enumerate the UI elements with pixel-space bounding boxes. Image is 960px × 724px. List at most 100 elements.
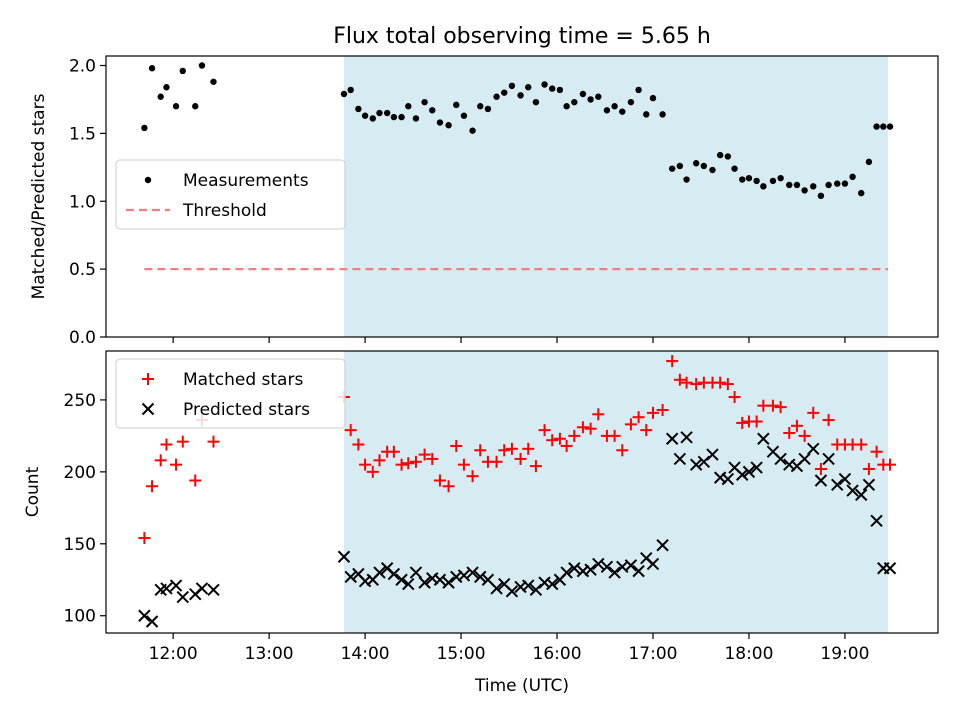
data-point	[387, 567, 401, 581]
data-point	[560, 566, 573, 579]
data-point	[412, 115, 420, 122]
data-point	[436, 119, 444, 126]
plot-frame	[105, 350, 939, 634]
data-point	[522, 442, 535, 455]
data-point	[409, 566, 423, 579]
data-point	[798, 452, 811, 466]
y-tick-label: 0.0	[69, 328, 96, 348]
data-point	[716, 151, 724, 159]
data-point	[739, 176, 746, 183]
data-point	[409, 455, 422, 468]
data-point	[505, 442, 518, 455]
data-point	[709, 166, 716, 174]
legend-label: Matched stars	[183, 370, 303, 390]
x-tick-label: 19:00	[820, 644, 869, 664]
data-point	[398, 113, 405, 121]
shaded-region	[343, 351, 889, 633]
data-point	[347, 86, 354, 94]
data-point	[807, 442, 820, 456]
data-point	[525, 84, 532, 91]
x-tick-label: 18:00	[724, 644, 773, 664]
data-point	[571, 98, 578, 106]
data-point	[498, 444, 511, 457]
data-point	[514, 452, 527, 465]
legend-box	[115, 358, 346, 429]
data-point	[508, 82, 516, 90]
x-tick-label: 15:00	[437, 644, 486, 664]
data-point	[376, 109, 383, 117]
x-tick-label: 16:00	[533, 644, 582, 664]
data-point	[873, 123, 880, 130]
data-point	[769, 177, 777, 185]
x-tick-label: 13:00	[245, 644, 294, 664]
data-point	[643, 111, 650, 118]
y-axis-label: Matched/Predicted stars	[29, 93, 49, 299]
data-point	[352, 438, 365, 451]
data-point	[576, 421, 589, 434]
data-point	[474, 570, 487, 584]
legend-box	[115, 159, 346, 230]
data-point	[731, 165, 738, 172]
data-point	[442, 480, 455, 493]
shaded-region	[343, 56, 889, 337]
data-point	[683, 176, 690, 183]
data-point	[766, 399, 779, 412]
data-point	[529, 583, 543, 597]
x-tick-label: 12:00	[149, 644, 198, 664]
data-point	[501, 89, 508, 96]
data-point	[841, 180, 849, 187]
data-point	[831, 478, 844, 492]
data-point	[883, 562, 897, 575]
data-point	[395, 573, 408, 586]
data-point	[457, 569, 471, 582]
data-point	[870, 514, 883, 527]
data-point	[870, 445, 883, 458]
data-point	[858, 189, 865, 197]
data-point	[466, 566, 479, 579]
data-point	[619, 108, 626, 115]
data-point	[673, 373, 686, 386]
data-point	[680, 431, 693, 444]
data-point	[210, 78, 217, 85]
legend-entry: Measurements	[144, 171, 309, 191]
data-point	[721, 472, 735, 486]
data-point	[666, 355, 679, 368]
legend-entry: Threshold	[126, 201, 267, 221]
data-point	[405, 103, 412, 110]
data-point	[627, 98, 635, 106]
data-point	[148, 65, 156, 72]
legend-label: Threshold	[182, 201, 267, 221]
data-point	[426, 452, 439, 465]
data-point	[697, 455, 711, 468]
data-point	[587, 96, 594, 103]
data-point	[692, 160, 700, 167]
data-point	[774, 452, 787, 466]
data-point	[750, 461, 763, 474]
data-point	[469, 127, 476, 134]
data-point	[207, 435, 220, 448]
data-point	[855, 438, 868, 451]
data-point	[635, 86, 642, 94]
data-point	[801, 187, 808, 194]
data-point	[646, 406, 659, 419]
data-point	[838, 472, 852, 486]
figure-title: Flux total observing time = 5.65 h	[333, 24, 711, 49]
data-point	[369, 115, 376, 122]
data-point	[728, 391, 741, 404]
y-tick-label: 150	[64, 535, 96, 555]
data-point	[179, 67, 186, 75]
data-point	[145, 615, 159, 628]
data-point	[579, 90, 587, 98]
data-point	[157, 93, 164, 100]
data-point	[600, 560, 614, 574]
legend-swatch	[141, 402, 155, 416]
data-point	[517, 92, 524, 99]
data-point	[450, 439, 463, 452]
data-point	[146, 480, 159, 493]
data-point	[490, 582, 503, 595]
data-point	[592, 408, 605, 421]
data-point	[477, 103, 484, 110]
data-point	[418, 576, 431, 589]
data-point	[608, 429, 621, 442]
data-point	[474, 444, 487, 457]
